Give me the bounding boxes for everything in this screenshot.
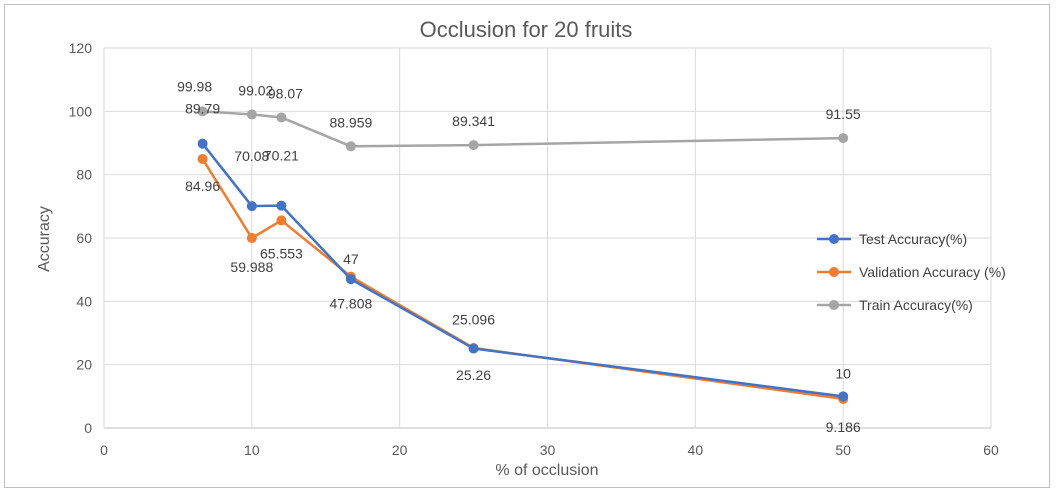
data-point: [197, 138, 208, 149]
data-label: 25.26: [456, 367, 491, 383]
chart-frame: Occlusion for 20 fruits 0 20 40 60 80 100 120 0…: [4, 4, 1050, 488]
legend: Test Accuracy(%) Validation Accuracy (%) T…: [817, 231, 1006, 313]
y-tick-label: 60: [76, 230, 92, 246]
chart-title: Occlusion for 20 fruits: [420, 17, 633, 42]
data-label: 89.341: [452, 113, 495, 129]
x-tick-label: 50: [835, 442, 851, 458]
grid: [103, 47, 992, 429]
data-point: [838, 133, 849, 144]
data-label: 9.186: [826, 419, 861, 435]
data-point: [468, 140, 479, 151]
x-axis-title: % of occlusion: [495, 462, 598, 479]
data-label: 99.02: [238, 82, 273, 98]
data-label: 47.808: [329, 296, 372, 312]
legend-marker: [829, 267, 839, 277]
data-label: 10: [835, 365, 851, 381]
line-chart: Occlusion for 20 fruits 0204060801001200…: [36, 17, 1006, 479]
legend-entry: Validation Accuracy (%): [859, 264, 1006, 280]
y-tick-label: 40: [76, 293, 92, 309]
data-point: [246, 233, 257, 244]
data-label: 91.55: [826, 106, 861, 122]
x-tick-label: 0: [100, 442, 108, 458]
y-tick-label: 100: [69, 103, 93, 119]
tick-labels: 0 20 40 60 80 100 120 0 10 20 30 40 50 60: [69, 40, 999, 458]
x-tick-label: 30: [540, 442, 556, 458]
legend-marker: [829, 300, 839, 310]
legend-marker: [829, 234, 839, 244]
series-line: [202, 110, 844, 148]
data-point: [468, 343, 479, 354]
data-label: 70.08: [234, 148, 269, 164]
x-tick-label: 20: [392, 442, 408, 458]
series-line: [201, 142, 844, 398]
y-tick-label: 0: [84, 420, 92, 436]
x-tick-label: 10: [244, 442, 260, 458]
data-label: 47: [343, 251, 359, 267]
legend-entry: Test Accuracy(%): [859, 231, 967, 247]
data-point: [345, 141, 356, 152]
y-tick-label: 20: [76, 357, 92, 373]
series-line: [201, 158, 844, 401]
data-label: 25.096: [452, 312, 495, 328]
data-label: 70.21: [264, 148, 299, 164]
data-label: 89.79: [185, 101, 220, 117]
y-axis-title: Accuracy: [36, 206, 53, 272]
data-point: [276, 200, 287, 211]
data-label: 88.959: [329, 114, 372, 130]
x-tick-label: 40: [688, 442, 704, 458]
x-tick-label: 60: [983, 442, 999, 458]
data-point: [276, 112, 287, 123]
series-layer: [197, 106, 849, 404]
y-tick-label: 120: [69, 40, 93, 56]
data-label: 84.96: [185, 178, 220, 194]
data-label: 98.07: [268, 85, 303, 101]
data-point: [246, 109, 257, 120]
data-point: [197, 106, 208, 117]
data-point: [276, 215, 287, 226]
data-point: [345, 274, 356, 285]
data-label: 65.553: [260, 245, 303, 261]
data-point: [197, 153, 208, 164]
data-label: 99.98: [177, 78, 212, 94]
legend-entry: Train Accuracy(%): [859, 297, 973, 313]
data-label: 59.988: [230, 259, 273, 275]
data-point: [246, 201, 257, 212]
data-point: [838, 391, 849, 402]
y-tick-label: 80: [76, 167, 92, 183]
